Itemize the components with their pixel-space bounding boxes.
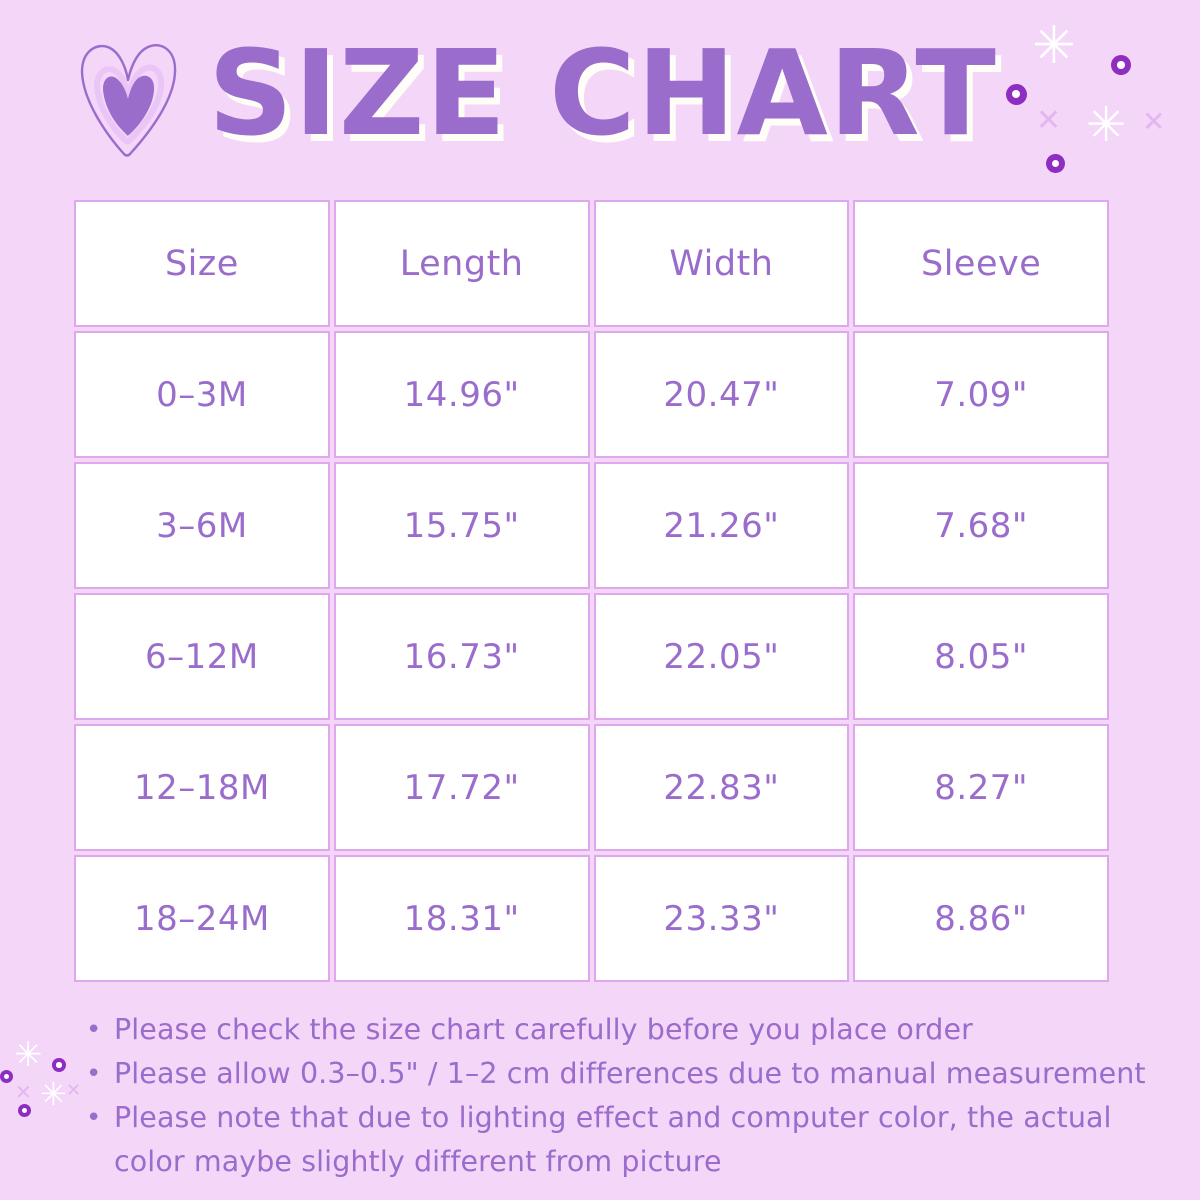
sparkle-x-icon: ✕: [1142, 105, 1166, 138]
table-cell-size: 0–3M: [74, 331, 330, 458]
table-cell-measurement: 8.27": [853, 724, 1109, 851]
table-cell-measurement: 14.96": [333, 331, 590, 458]
sparkle-x-icon: ✕: [15, 1080, 32, 1104]
table-column-header: Sleeve: [853, 200, 1109, 327]
table-cell-measurement: 8.05": [853, 593, 1109, 720]
table-cell-measurement: 22.83": [593, 724, 850, 851]
header: SIZE CHART ✳ ✕ ✳ ✕: [0, 0, 1200, 190]
table-cell-measurement: 21.26": [593, 462, 850, 589]
sparkle-dot-icon: [52, 1058, 66, 1072]
sparkle-x-icon: ✕: [66, 1080, 82, 1101]
table-cell-measurement: 20.47": [593, 331, 850, 458]
table-body: 0–3M 14.96" 20.47" 7.09" 3–6M 15.75" 21.26" 7.6…: [74, 331, 1109, 982]
table-cell-measurement: 15.75": [333, 462, 590, 589]
sparkle-star-icon: ✳: [1086, 97, 1127, 153]
table-cell-measurement: 16.73": [333, 593, 590, 720]
sparkle-cluster-bottom-left: ✳ ✕ ✳ ✕: [0, 1030, 120, 1160]
heart-icon: [72, 28, 184, 168]
table-cell-size: 6–12M: [74, 593, 330, 720]
table-cell-measurement: 17.72": [333, 724, 590, 851]
table-row: 3–6M 15.75" 21.26" 7.68": [74, 462, 1109, 589]
table-row: 6–12M 16.73" 22.05" 8.05": [74, 593, 1109, 720]
sparkle-dot-icon: [1111, 55, 1131, 75]
sparkle-star-icon: ✳: [14, 1035, 43, 1075]
table-cell-measurement: 8.86": [853, 855, 1109, 982]
table-column-header: Width: [593, 200, 850, 327]
sparkle-star-icon: ✳: [40, 1075, 67, 1113]
table-row: 0–3M 14.96" 20.47" 7.09": [74, 331, 1109, 458]
table-row: 12–18M 17.72" 22.83" 8.27": [74, 724, 1109, 851]
sparkle-x-icon: ✕: [1036, 103, 1062, 138]
sparkle-dot-icon: [0, 1070, 13, 1083]
table-cell-measurement: 18.31": [333, 855, 590, 982]
table-row: 18–24M 18.31" 23.33" 8.86": [74, 855, 1109, 982]
table-cell-measurement: 22.05": [593, 593, 850, 720]
note-item: Please check the size chart carefully be…: [72, 1008, 1152, 1052]
sparkle-dot-icon: [1006, 84, 1027, 105]
page-title: SIZE CHART: [208, 24, 997, 162]
sparkle-dot-icon: [1046, 154, 1065, 173]
sparkle-dot-icon: [18, 1104, 31, 1117]
notes-list: Please check the size chart carefully be…: [72, 1008, 1152, 1184]
table-cell-size: 12–18M: [74, 724, 330, 851]
note-item: Please note that due to lighting effect …: [72, 1096, 1152, 1184]
table-column-header: Size: [74, 200, 330, 327]
table-column-header: Length: [333, 200, 590, 327]
table-cell-measurement: 23.33": [593, 855, 850, 982]
table-cell-size: 18–24M: [74, 855, 330, 982]
table-cell-measurement: 7.09": [853, 331, 1109, 458]
sparkle-cluster-top-right: ✳ ✕ ✳ ✕: [994, 18, 1194, 198]
sparkle-star-icon: ✳: [1032, 16, 1076, 76]
table-cell-size: 3–6M: [74, 462, 330, 589]
size-chart-table: Size Length Width Sleeve 0–3M 14.96" 20.47" 7.…: [70, 196, 1113, 986]
note-item: Please allow 0.3–0.5" / 1–2 cm differenc…: [72, 1052, 1152, 1096]
table-header-row: Size Length Width Sleeve: [74, 200, 1109, 327]
table-cell-measurement: 7.68": [853, 462, 1109, 589]
table-header: Size Length Width Sleeve: [74, 200, 1109, 327]
